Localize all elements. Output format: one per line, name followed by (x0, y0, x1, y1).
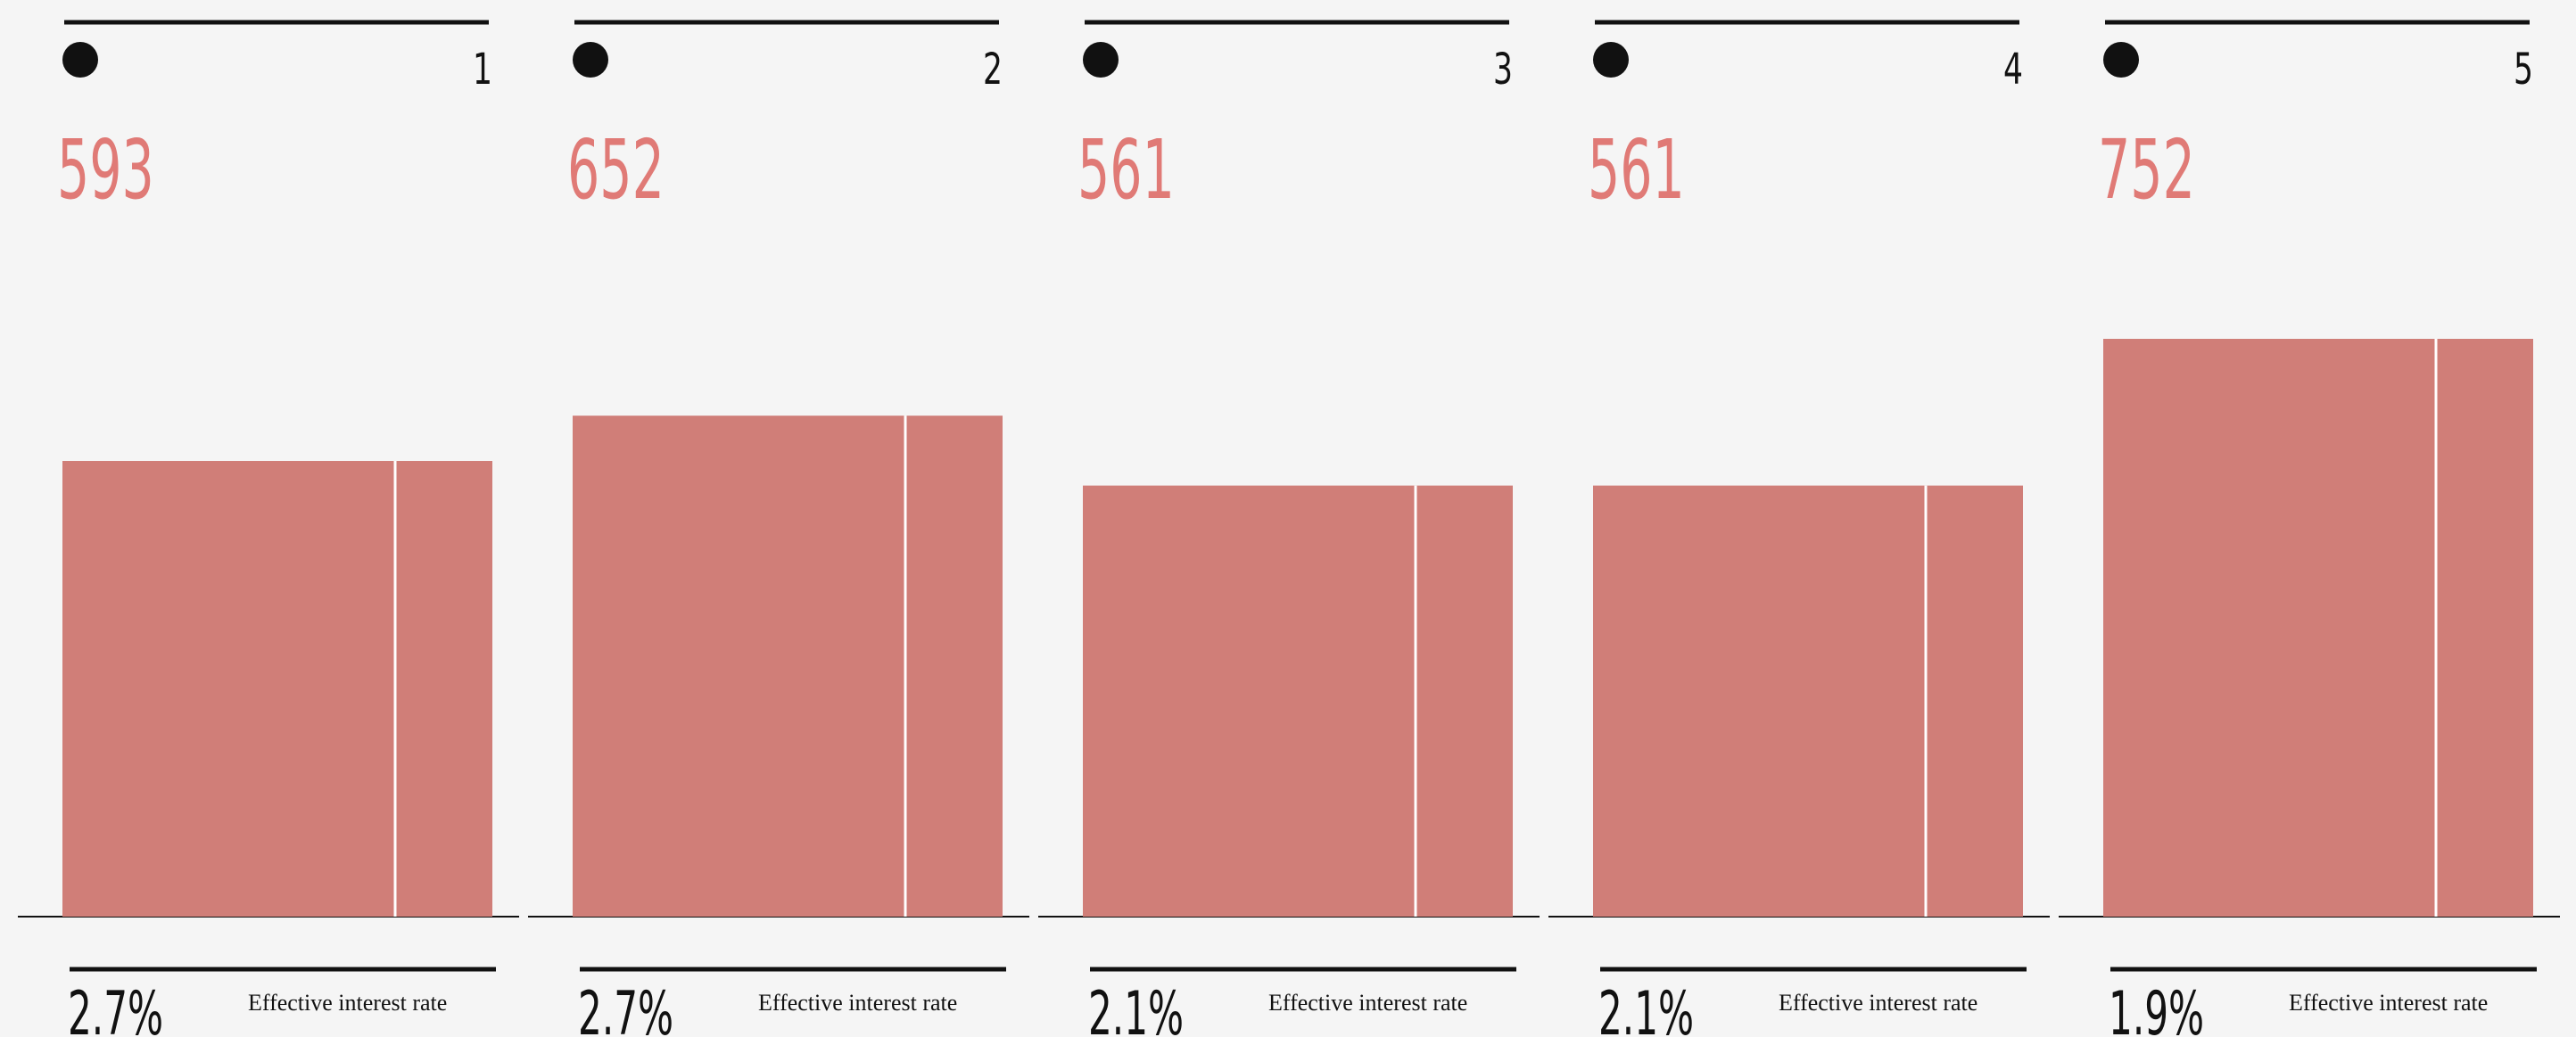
value-label: 561 (1588, 123, 1685, 218)
panel-index-label: 3 (1493, 44, 1513, 94)
rate-value: 2.1% (1088, 978, 1184, 1037)
panel-dot-icon (573, 42, 608, 78)
value-label: 593 (57, 123, 154, 218)
panel-index-label: 2 (983, 44, 1003, 94)
rate-caption: Effective interest rate (248, 990, 447, 1016)
rate-value: 2.1% (1598, 978, 1694, 1037)
rate-value: 2.7% (578, 978, 673, 1037)
rate-caption: Effective interest rate (1268, 990, 1467, 1016)
rate-caption: Effective interest rate (758, 990, 957, 1016)
rate-value: 1.9% (2109, 978, 2204, 1037)
panel-index-label: 4 (2003, 44, 2023, 94)
bar (2103, 339, 2533, 917)
value-label: 752 (2098, 123, 2195, 218)
rate-caption: Effective interest rate (2289, 990, 2488, 1016)
bar (1593, 485, 2023, 917)
rate-value: 2.7% (68, 978, 163, 1037)
panel-dot-icon (2103, 42, 2139, 78)
panel-dot-icon (62, 42, 98, 78)
value-label: 652 (567, 123, 665, 218)
panel-dot-icon (1593, 42, 1629, 78)
value-label: 561 (1077, 123, 1175, 218)
panel-index-label: 1 (473, 44, 492, 94)
bar (62, 461, 492, 917)
rate-caption: Effective interest rate (1779, 990, 1977, 1016)
bar (1083, 485, 1513, 917)
bar (573, 416, 1003, 917)
panel-dot-icon (1083, 42, 1119, 78)
panel-index-label: 5 (2514, 44, 2533, 94)
